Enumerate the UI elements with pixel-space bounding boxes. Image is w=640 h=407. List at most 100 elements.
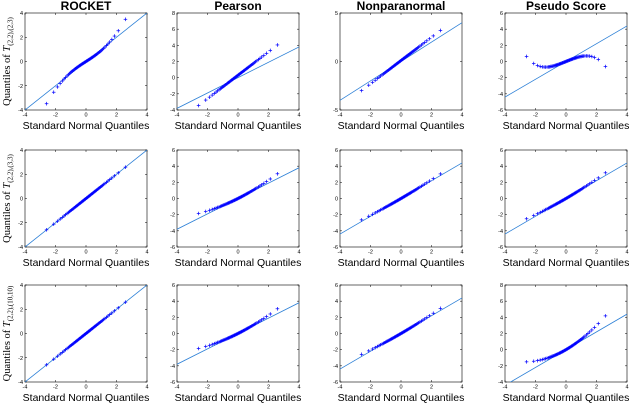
y-tick-label: -2	[498, 364, 503, 370]
y-tick-label: -4	[170, 108, 175, 114]
qq-point	[596, 321, 601, 326]
qq-point	[210, 207, 214, 212]
qq-point	[427, 313, 432, 318]
y-tick-label: 5	[335, 11, 338, 17]
x-tick-label: 2	[430, 250, 433, 256]
qq-point	[431, 176, 436, 181]
qq-point	[225, 336, 230, 341]
x-axis-label: Standard Normal Quantiles	[23, 257, 150, 269]
qq-point	[603, 64, 608, 69]
y-tick-label: -4	[498, 92, 503, 98]
qq-point	[592, 325, 597, 330]
qq-point	[116, 171, 121, 175]
qq-point	[366, 83, 371, 87]
qq-point	[540, 357, 545, 362]
y-tick-label: 4	[20, 283, 23, 289]
x-tick-label: 2	[595, 113, 598, 119]
x-tick-label: 0	[564, 385, 567, 391]
qq-point	[123, 300, 128, 304]
qq-point	[603, 171, 608, 175]
x-axis-label: Standard Normal Quantiles	[503, 392, 630, 404]
x-axis-label: Standard Normal Quantiles	[503, 120, 630, 132]
y-tick-label: -6	[498, 108, 503, 114]
plot-area	[25, 150, 147, 247]
y-tick-label: 6	[172, 148, 175, 154]
x-tick-label: 4	[145, 250, 148, 256]
plot-area	[177, 43, 299, 109]
x-tick-label: 2	[115, 385, 118, 391]
y-tick-label: 4	[500, 315, 503, 321]
y-tick-label: 2	[20, 172, 23, 178]
qq-panel-r2-c3: -4 -2 0 2 4 -4 -2 0 2 4 6 8 Standard Normal Quantile…	[498, 283, 629, 404]
qq-point	[51, 90, 56, 95]
qq-point	[262, 53, 266, 58]
x-tick-label: 2	[595, 385, 598, 391]
y-tick-label: 0	[172, 332, 175, 338]
y-tick-label: 4	[335, 299, 338, 305]
x-tick-label: 0	[399, 113, 402, 119]
qq-point	[535, 63, 540, 68]
x-tick-label: 2	[430, 113, 433, 119]
qq-point	[227, 335, 231, 340]
qq-point	[538, 64, 542, 69]
qq-point	[226, 336, 230, 340]
qq-point	[196, 211, 201, 216]
qq-point	[377, 208, 381, 213]
x-tick-label: 4	[460, 250, 463, 256]
qq-point	[603, 314, 608, 318]
qq-point	[268, 48, 273, 53]
qq-point	[366, 214, 371, 219]
plot-area	[25, 13, 147, 110]
qq-point	[55, 354, 60, 358]
qq-point	[58, 217, 62, 221]
qq-point	[425, 180, 429, 185]
y-tick-label: 2	[500, 43, 503, 49]
x-axis-label: Standard Normal Quantiles	[338, 120, 465, 132]
y-tick-label: -4	[170, 364, 175, 370]
x-tick-label: 0	[84, 250, 87, 256]
x-tick-label: 0	[399, 385, 402, 391]
x-tick-label: 0	[564, 250, 567, 256]
qq-point	[110, 311, 114, 315]
y-tick-label: -2	[18, 356, 23, 362]
qq-point	[587, 181, 592, 186]
y-tick-label: 8	[172, 11, 175, 17]
qq-panel-r0-c0: -4 -2 0 2 4 -4 -2 0 2 4 ROCKET Standard Normal Quan…	[2, 0, 149, 132]
qq-point	[55, 85, 60, 89]
qq-point	[373, 345, 377, 350]
qq-point	[203, 209, 208, 214]
y-tick-label: -5	[333, 108, 338, 114]
qq-point	[542, 357, 546, 361]
x-tick-label: 4	[145, 385, 148, 391]
y-tick-label: -2	[333, 348, 338, 354]
x-tick-label: 0	[84, 113, 87, 119]
plot-area	[505, 25, 627, 98]
qq-point	[110, 37, 114, 42]
qq-point	[104, 43, 109, 48]
qq-point	[210, 93, 214, 97]
qq-point	[377, 343, 381, 348]
qq-point	[373, 211, 377, 215]
y-tick-label: 2	[172, 315, 175, 321]
x-tick-label: -4	[23, 113, 28, 119]
y-tick-label: -6	[333, 245, 338, 251]
qq-point	[425, 315, 429, 320]
qq-point	[259, 55, 264, 59]
qq-point	[259, 318, 264, 322]
qq-point	[531, 359, 536, 364]
qq-point	[524, 216, 529, 221]
y-tick-label: 4	[20, 148, 23, 154]
x-tick-label: -2	[205, 250, 210, 256]
qq-point	[531, 61, 536, 66]
qq-point	[44, 228, 49, 232]
qq-point	[210, 342, 214, 347]
qq-point	[264, 314, 269, 319]
qq-point	[431, 34, 436, 38]
qq-point	[203, 98, 208, 102]
plot-area	[177, 302, 299, 365]
qq-point	[212, 206, 217, 211]
y-tick-label: 2	[20, 35, 23, 41]
qq-point	[359, 352, 364, 357]
qq-point	[373, 78, 377, 83]
